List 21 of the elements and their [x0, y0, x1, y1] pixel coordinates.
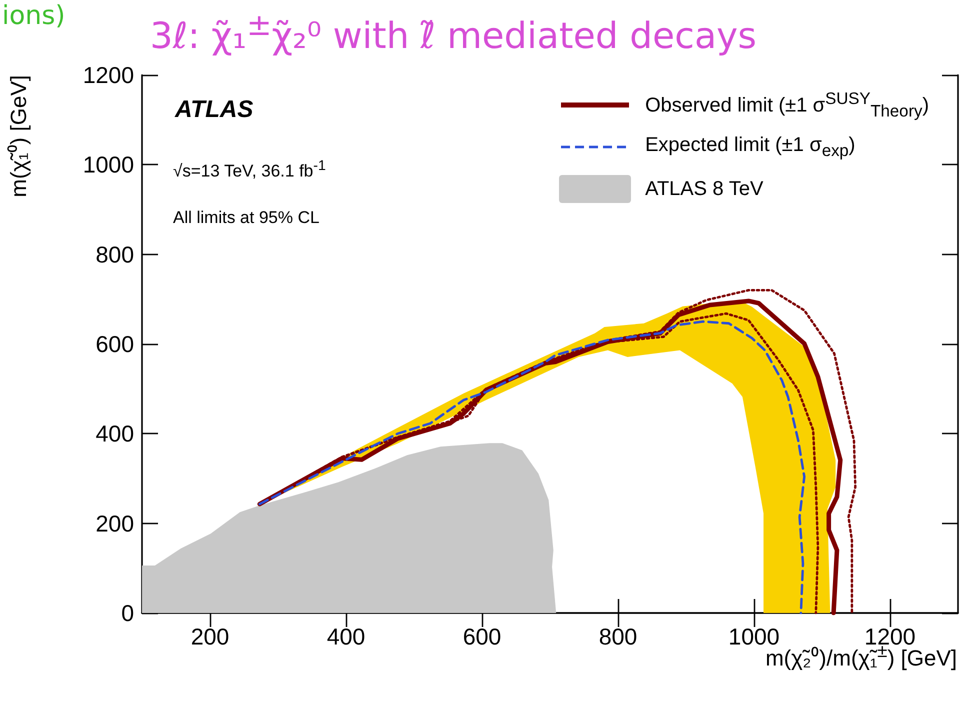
x-tick-label: 200 — [190, 624, 230, 650]
x-tick-label: 400 — [326, 624, 366, 650]
text: ions) — [2, 0, 66, 32]
legend-label: Observed limit (±1 σ$^{SUSY}$$_{Theory}$) — [645, 88, 929, 122]
y-tick-label: 600 — [96, 331, 134, 357]
y-tick-label: 800 — [96, 241, 134, 268]
y-tick-label: 200 — [96, 510, 134, 536]
annotation: ATLAS — [175, 96, 254, 124]
chart-title: 3ℓ: χ̃₁$^{±}$χ̃₂⁰ with ℓ̃ mediated decays — [150, 8, 757, 57]
x-tick-label: 600 — [462, 624, 502, 650]
legend-label: Expected limit (±1 σ$_{exp}$) — [645, 134, 856, 160]
legend-label: ATLAS 8 TeV — [645, 178, 764, 200]
x-tick-label: 800 — [598, 624, 638, 650]
annotation: All limits at 95% CL — [173, 208, 320, 228]
annotation: √s=13 TeV, 36.1 fb$^{-1}$ — [173, 158, 326, 182]
y-tick-label: 0 — [121, 600, 134, 626]
x-tick-label: 1200 — [864, 624, 916, 650]
y-axis-title: m(χ̃₁⁰) [GeV] — [5, 75, 32, 200]
y-tick-label: 1200 — [82, 62, 134, 88]
y-tick-label: 1000 — [82, 152, 134, 178]
y-tick-label: 400 — [96, 420, 134, 447]
